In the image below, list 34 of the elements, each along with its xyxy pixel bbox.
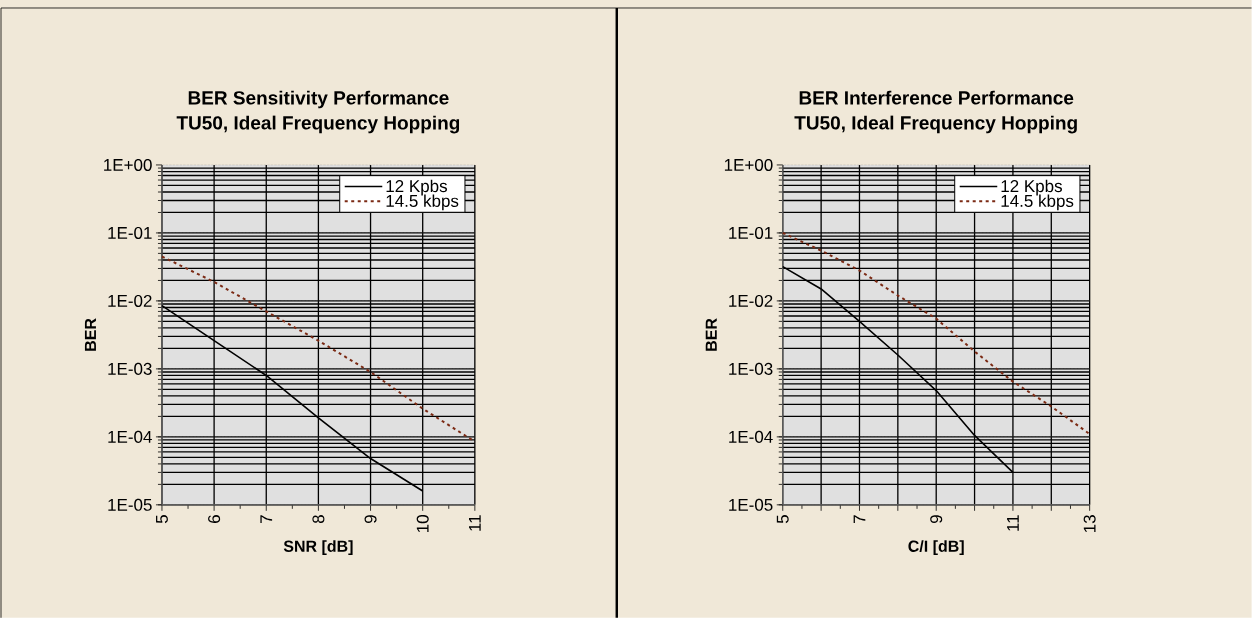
legend-label: 12 Kpbs — [386, 179, 447, 196]
y-tick-label: 1E-05 — [729, 498, 773, 511]
x-tick-label: 10 — [416, 515, 429, 532]
x-tick-label: 5 — [776, 515, 789, 524]
legend-label: 12 Kpbs — [1001, 179, 1062, 196]
y-tick-label: 1E-02 — [729, 294, 773, 307]
y-tick-label: 1E+00 — [104, 158, 152, 171]
y-tick-label: 1E-03 — [729, 362, 773, 375]
x-tick-label: 5 — [156, 515, 168, 524]
y-tick-label: 1E-02 — [108, 294, 152, 307]
x-tick-label: 9 — [364, 515, 377, 523]
x-tick-label: 8 — [312, 515, 325, 524]
x-tick-label: 11 — [1007, 515, 1019, 531]
chart-subtitle: TU50, Ideal Frequency Hopping — [794, 115, 1077, 134]
chart-subtitle: TU50, Ideal Frequency Hopping — [176, 115, 460, 134]
y-tick-label: 1E-03 — [108, 362, 152, 375]
x-tick-label: 6 — [208, 515, 221, 523]
y-tick-label: 1E-01 — [108, 226, 152, 239]
y-tick-label: 1E-04 — [108, 430, 152, 443]
y-tick-label: 1E+00 — [724, 158, 773, 171]
y-tick-label: 1E-05 — [108, 498, 152, 511]
chart-title: BER Interference Performance — [799, 90, 1074, 105]
x-tick-label: 7 — [260, 515, 273, 523]
x-tick-label: 7 — [853, 515, 866, 523]
y-tick-label: 1E-04 — [729, 430, 773, 443]
x-tick-label: 11 — [469, 515, 481, 531]
x-tick-label: 9 — [930, 515, 943, 523]
chart-title: BER Sensitivity Performance — [188, 90, 449, 109]
y-tick-label: 1E-01 — [729, 226, 773, 239]
y-axis-title: BER — [84, 318, 96, 351]
y-axis-title: BER — [705, 318, 717, 351]
x-axis-title: C/I [dB] — [908, 540, 964, 556]
x-axis-title: SNR [dB] — [283, 540, 353, 556]
x-tick-label: 13 — [1083, 515, 1096, 532]
